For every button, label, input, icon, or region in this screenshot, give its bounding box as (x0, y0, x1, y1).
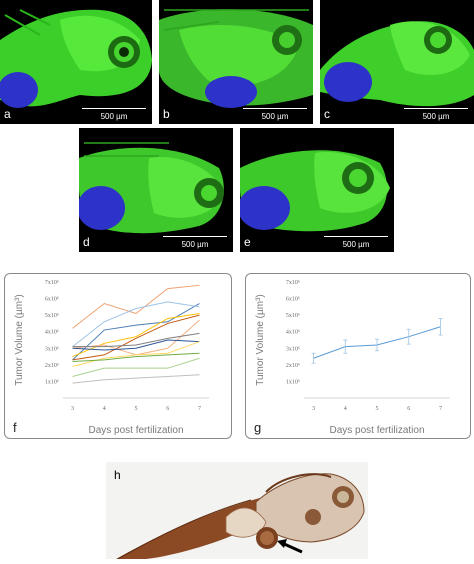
y-tick-label: 2x10⁶ (45, 363, 59, 369)
panel-label: g (254, 420, 261, 435)
y-tick-label: 3x10⁶ (45, 346, 59, 352)
y-tick-label: 6x10⁶ (286, 297, 300, 303)
y-tick-label: 4x10⁶ (45, 330, 59, 336)
panel-label: f (13, 420, 17, 435)
series-line-12 (72, 374, 200, 384)
panel-label: b (163, 107, 170, 121)
x-tick-label: 5 (135, 406, 138, 412)
y-tick-label: 1x10⁶ (45, 379, 59, 385)
micrograph-d: d 500 µm (79, 128, 233, 252)
zebrafish-fluorescence-image (240, 150, 390, 232)
x-tick-label: 3 (71, 406, 74, 412)
histology-section-h: h (106, 462, 368, 560)
zebrafish-histology-image (116, 473, 365, 560)
panel-label: e (244, 235, 251, 249)
y-tick-label: 5x10⁶ (45, 313, 59, 319)
chart-f: 1x10⁶ 2x10⁶ 3x10⁶ 4x10⁶ 5x10⁶ 6x10⁶ 7x10⁶ 3 4 5 6 7… (4, 273, 232, 439)
zebrafish-fluorescence-image (79, 142, 224, 234)
y-tick-label: 1x10⁶ (286, 379, 300, 385)
series-line-9 (72, 341, 200, 367)
y-axis-label: Tumor Volume (µm³) (14, 294, 25, 386)
zebrafish-fluorescence-image (159, 9, 313, 108)
x-tick-label: 4 (103, 406, 106, 412)
scale-bar: 500 µm (243, 108, 307, 121)
y-tick-label: 5x10⁶ (286, 313, 300, 319)
panel-label: c (324, 107, 330, 121)
panel-label: h (114, 468, 121, 482)
micrograph-e: e 500 µm (240, 128, 394, 252)
series-line-1 (72, 284, 200, 329)
y-tick-label: 6x10⁶ (45, 297, 59, 303)
zebrafish-fluorescence-image (320, 21, 474, 107)
x-tick-label: 6 (407, 406, 410, 412)
scale-bar: 500 µm (82, 108, 146, 121)
y-tick-label: 2x10⁶ (286, 363, 300, 369)
series-line-10 (72, 352, 200, 363)
micrograph-b: b 500 µm (159, 0, 313, 124)
x-axis-label: Days post fertilization (88, 425, 183, 436)
y-tick-label: 7x10⁶ (286, 280, 300, 286)
series-line-5 (72, 312, 200, 358)
chart-g-plot: 1x10⁶ 2x10⁶ 3x10⁶ 4x10⁶ 5x10⁶ 6x10⁶ 7x10⁶ 3 4 5 6 7… (254, 280, 450, 436)
series-line-8 (72, 339, 200, 351)
arrow-icon (277, 539, 303, 554)
panel-label: a (4, 107, 11, 121)
x-axis-label: Days post fertilization (329, 425, 424, 436)
scale-bar: 500 µm (163, 236, 227, 249)
x-tick-label: 6 (166, 406, 169, 412)
x-tick-label: 3 (312, 406, 315, 412)
series-line-11 (72, 357, 200, 377)
series-line-3 (72, 301, 200, 348)
scale-bar: 500 µm (324, 236, 388, 249)
panel-label: d (83, 235, 90, 249)
scale-bar: 500 µm (404, 108, 468, 121)
zebrafish-fluorescence-image (0, 9, 152, 108)
micrograph-a: a 500 µm (0, 0, 152, 124)
x-tick-label: 7 (439, 406, 442, 412)
micrograph-c: c 500 µm (320, 0, 474, 124)
x-tick-label: 4 (344, 406, 347, 412)
series-line-2 (72, 303, 200, 361)
y-tick-label: 7x10⁶ (45, 280, 59, 286)
x-tick-label: 7 (198, 406, 201, 412)
y-axis-label: Tumor Volume (µm³) (255, 294, 266, 386)
series-line-7 (72, 332, 200, 348)
series-line-4 (72, 314, 200, 361)
x-tick-label: 5 (376, 406, 379, 412)
y-tick-label: 3x10⁶ (286, 346, 300, 352)
y-tick-label: 4x10⁶ (286, 330, 300, 336)
chart-g: 1x10⁶ 2x10⁶ 3x10⁶ 4x10⁶ 5x10⁶ 6x10⁶ 7x10⁶ 3 4 5 6 7… (245, 273, 471, 439)
chart-f-plot: 1x10⁶ 2x10⁶ 3x10⁶ 4x10⁶ 5x10⁶ 6x10⁶ 7x10⁶ 3 4 5 6 7… (13, 280, 209, 436)
